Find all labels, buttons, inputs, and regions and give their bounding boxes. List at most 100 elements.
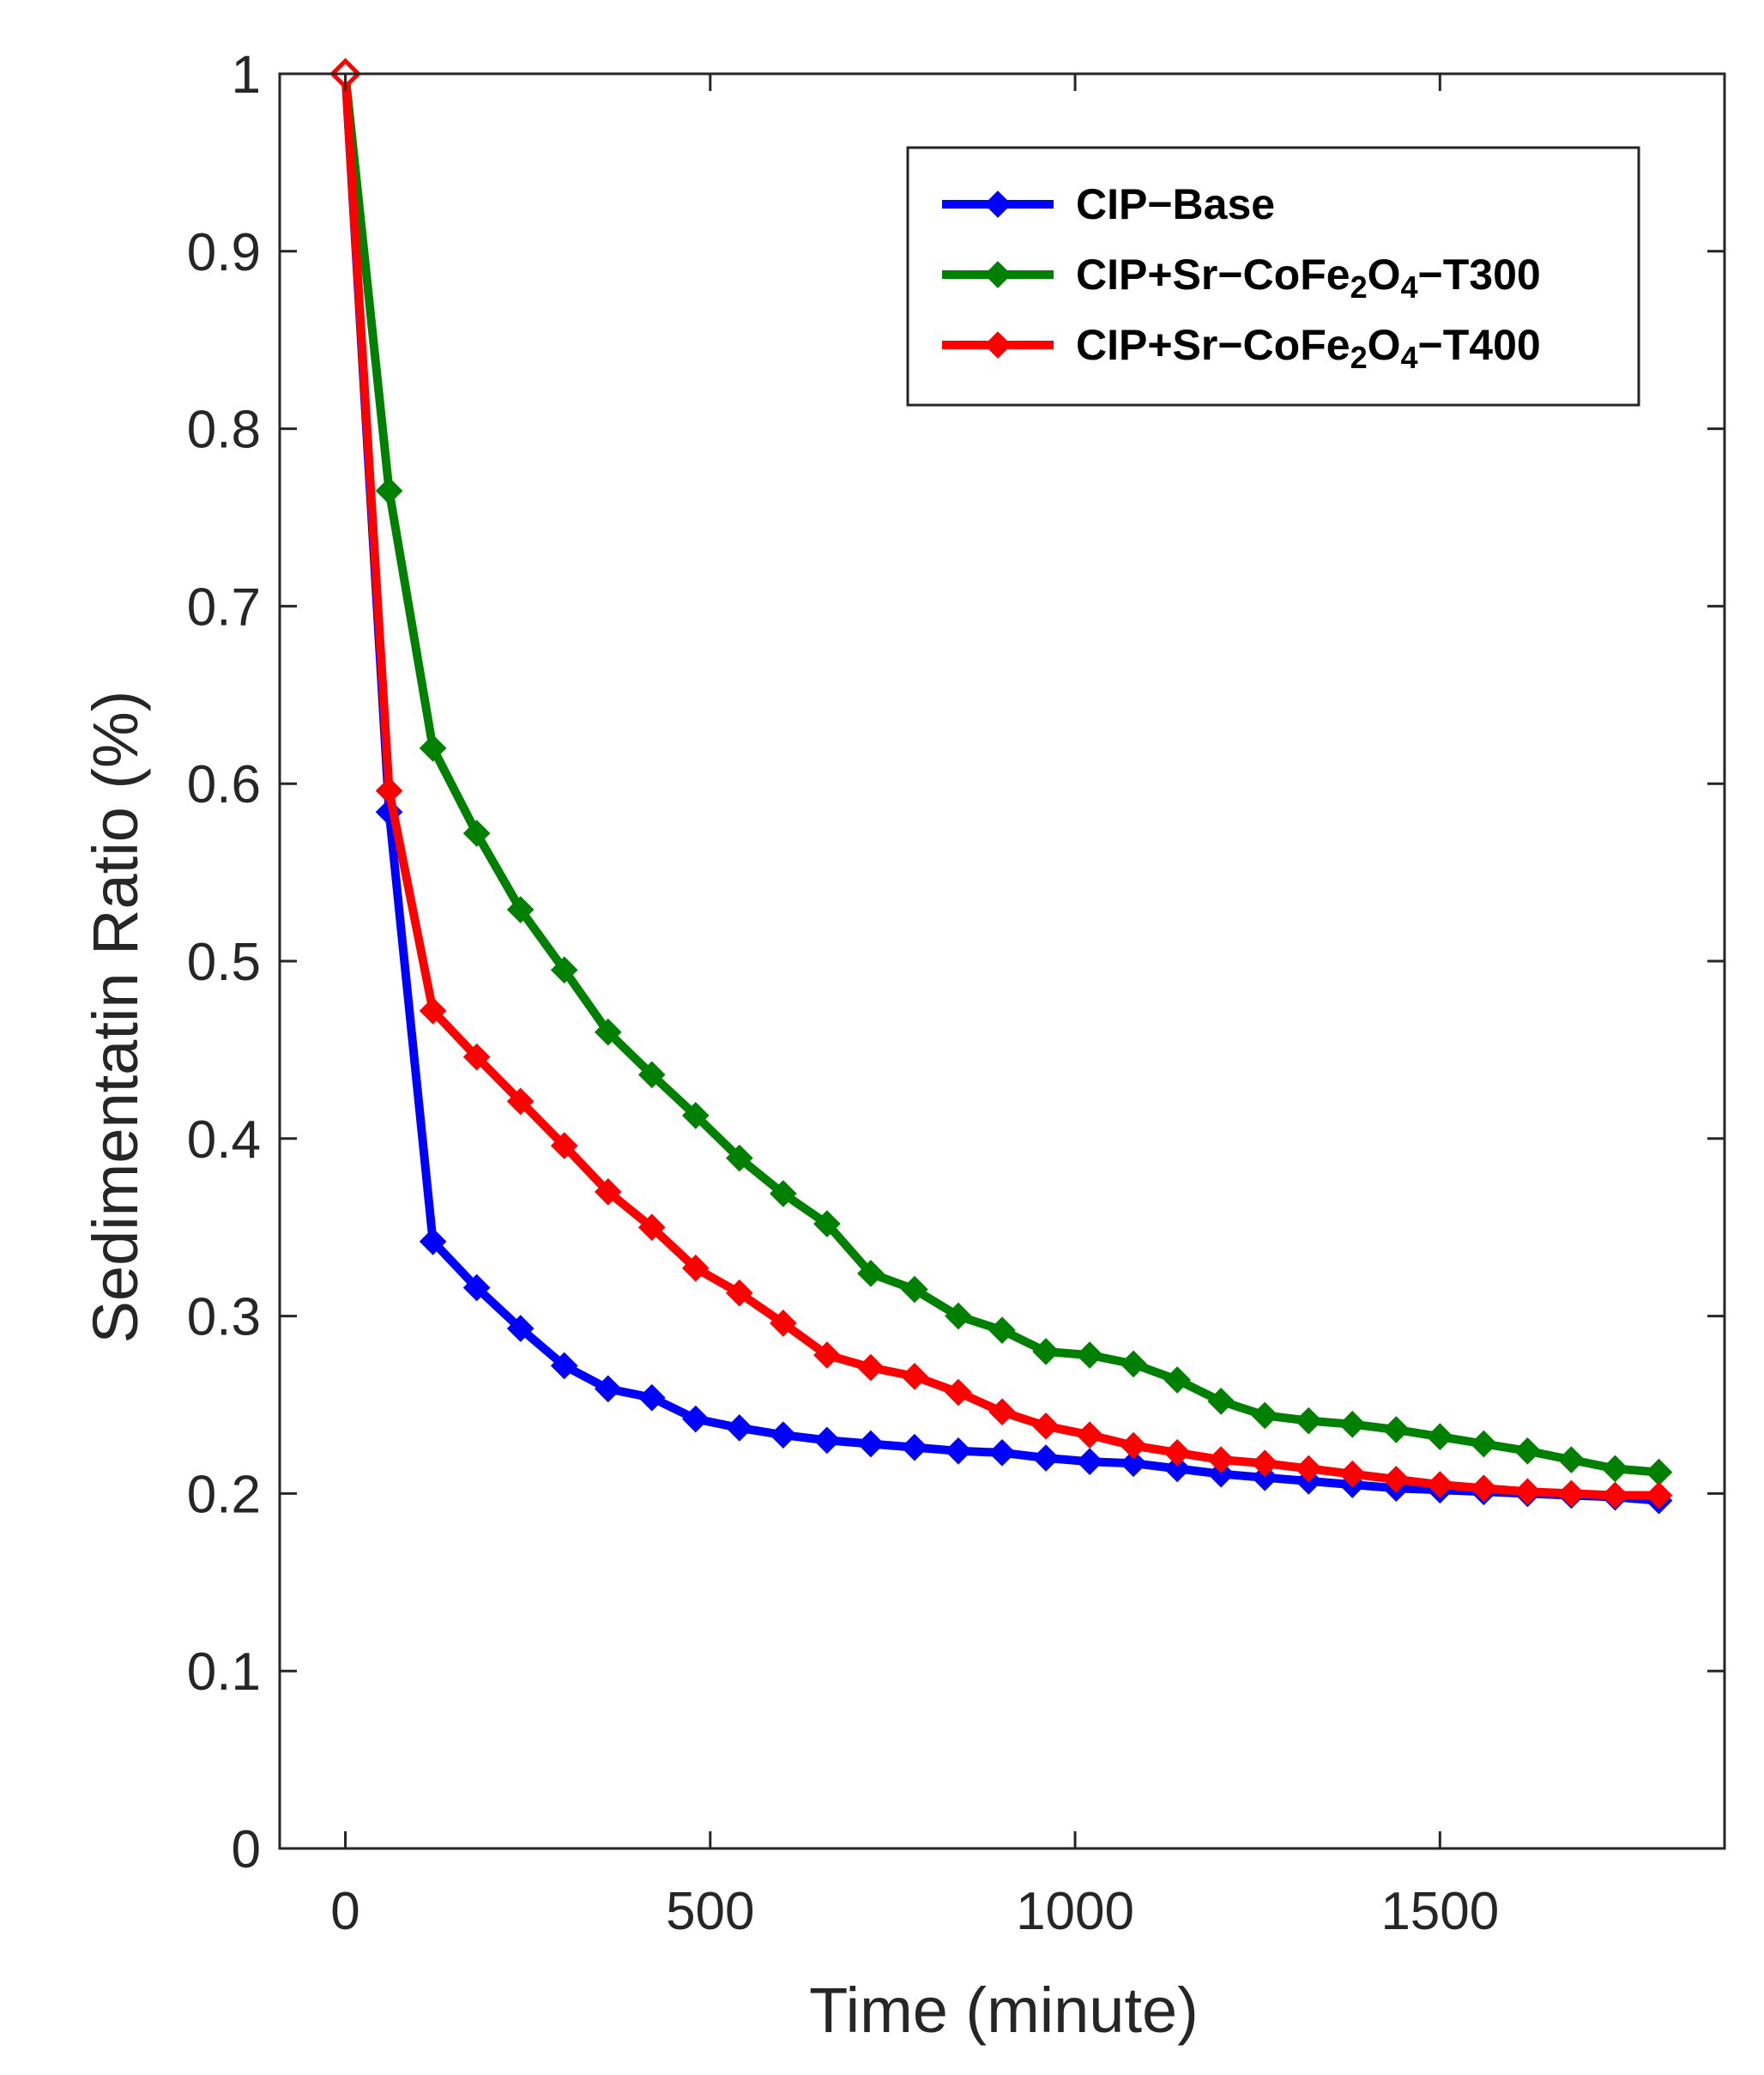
data-point	[1338, 1460, 1367, 1488]
data-point	[725, 1414, 753, 1442]
x-axis-title: Time (minute)	[809, 1975, 1199, 2046]
data-point	[1251, 1449, 1279, 1478]
data-point	[1120, 1449, 1147, 1478]
x-tick-label: 0	[330, 1882, 359, 1941]
data-point	[462, 820, 491, 847]
data-point	[375, 777, 403, 805]
data-point	[506, 896, 535, 923]
data-point	[945, 1437, 972, 1465]
data-point	[1032, 1338, 1060, 1365]
y-tick-label: 0.5	[187, 933, 261, 992]
data-point	[1426, 1471, 1454, 1498]
data-point	[1207, 1388, 1235, 1415]
x-tick-label: 1500	[1380, 1882, 1499, 1941]
ticks-layer: 0 0.1 0.2 0.3 0.4 0.5 0.6 0.7 0.8 0.9 1 0 500 1000 150…	[187, 45, 1725, 1941]
data-point	[1076, 1448, 1103, 1476]
data-point	[1076, 1341, 1103, 1369]
data-point	[1076, 1421, 1103, 1449]
legend-item-2: CIP+Sr−CoFe2O4−T400	[942, 321, 1541, 375]
data-point	[550, 956, 578, 984]
data-point	[1382, 1416, 1411, 1443]
data-point	[550, 1352, 578, 1380]
y-tick-label: 0.9	[187, 223, 261, 282]
y-axis-title: Sedimentatin Ratio (%)	[80, 691, 151, 1344]
legend-swatch-marker	[984, 261, 1012, 288]
data-point	[681, 1405, 710, 1433]
data-point	[1382, 1466, 1411, 1493]
data-point	[1513, 1437, 1542, 1465]
data-point	[594, 1375, 622, 1403]
data-point	[419, 735, 447, 762]
data-point	[945, 1302, 972, 1330]
data-point	[1295, 1407, 1323, 1435]
legend-item-1: CIP+Sr−CoFe2O4−T300	[942, 251, 1541, 305]
y-tick-label: 0.3	[187, 1288, 261, 1347]
data-point	[1557, 1479, 1586, 1508]
data-point	[901, 1363, 928, 1390]
y-tick-label: 0.4	[187, 1110, 261, 1170]
data-point	[770, 1421, 797, 1449]
legend-label: CIP+Sr−CoFe2O4−T300	[1076, 251, 1541, 305]
data-point	[1470, 1430, 1498, 1458]
data-point	[1601, 1455, 1629, 1483]
data-point	[681, 1102, 710, 1129]
data-point	[1295, 1455, 1323, 1483]
data-point	[1032, 1412, 1060, 1440]
x-tick-label: 1000	[1016, 1882, 1134, 1941]
data-point	[988, 1316, 1016, 1344]
x-tick-label: 500	[666, 1882, 754, 1941]
series-2	[331, 60, 1673, 1509]
data-point	[988, 1439, 1016, 1467]
data-point	[988, 1398, 1016, 1426]
data-point	[594, 1018, 622, 1046]
y-tick-label: 0.8	[187, 401, 261, 460]
data-point	[462, 1043, 491, 1071]
data-point	[637, 1061, 666, 1089]
data-point	[813, 1341, 841, 1369]
data-point	[901, 1275, 928, 1304]
data-point	[945, 1378, 972, 1407]
data-point	[725, 1144, 753, 1172]
data-point	[857, 1260, 885, 1287]
y-tick-label: 0	[232, 1820, 261, 1879]
data-point	[770, 1310, 797, 1337]
data-point	[1426, 1423, 1454, 1451]
series-1	[331, 60, 1673, 1486]
data-point	[1557, 1446, 1586, 1473]
data-point	[1338, 1410, 1367, 1438]
data-point	[1645, 1481, 1673, 1509]
data-point	[1163, 1439, 1191, 1467]
series-layer	[329, 57, 1673, 1515]
data-point	[813, 1426, 841, 1455]
data-point	[1120, 1350, 1147, 1378]
legend: CIP−Base CIP+Sr−CoFe2O4−T300 CIP+Sr−CoFe2O…	[906, 146, 1640, 407]
data-point	[594, 1178, 622, 1206]
data-point	[813, 1210, 841, 1237]
data-point	[857, 1430, 885, 1458]
data-point	[419, 1227, 447, 1255]
legend-item-0: CIP−Base	[942, 180, 1275, 228]
legend-label: CIP+Sr−CoFe2O4−T400	[1076, 321, 1541, 375]
data-point	[1163, 1366, 1191, 1394]
data-point	[1120, 1431, 1147, 1460]
data-point	[375, 477, 403, 505]
y-tick-label: 0.6	[187, 755, 261, 814]
data-point	[506, 1315, 535, 1342]
legend-label: CIP−Base	[1076, 180, 1275, 228]
y-tick-label: 0.2	[187, 1465, 261, 1524]
data-point	[637, 1383, 666, 1412]
data-point	[770, 1180, 797, 1207]
data-point	[1513, 1478, 1542, 1506]
data-point	[637, 1213, 666, 1242]
data-point	[1207, 1460, 1235, 1488]
data-point	[857, 1353, 885, 1382]
data-point	[1207, 1446, 1235, 1473]
data-point	[1251, 1401, 1279, 1430]
data-point	[1601, 1481, 1629, 1509]
legend-swatch-marker	[984, 191, 1012, 218]
y-tick-label: 0.7	[187, 578, 261, 637]
y-tick-label: 0.1	[187, 1642, 261, 1702]
data-point	[419, 997, 447, 1025]
data-point	[506, 1087, 535, 1116]
